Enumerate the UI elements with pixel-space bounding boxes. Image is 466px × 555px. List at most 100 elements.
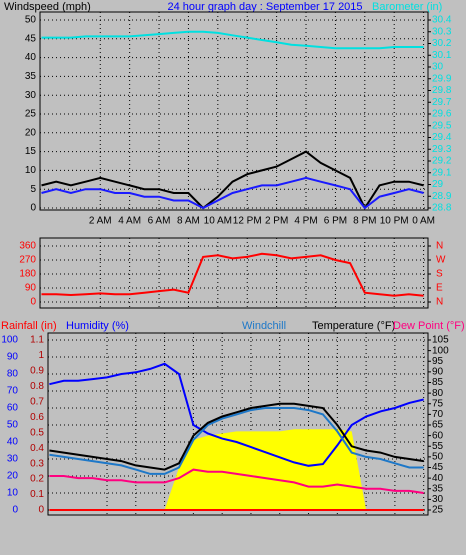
y-tick-label: 40 xyxy=(25,52,37,63)
y-tick-label: 10 xyxy=(25,165,37,176)
y2-tick-label: 29.7 xyxy=(432,97,452,108)
y-tick-label: 90 xyxy=(25,283,37,294)
y-tick-label: 0 xyxy=(30,203,36,214)
y-tick-label: 5 xyxy=(30,184,36,195)
y-tick-label: 30 xyxy=(25,90,37,101)
y2-tick-label: 29.4 xyxy=(432,132,452,143)
y2-tick-label: 50 xyxy=(432,452,444,463)
y-tick-label: 0 xyxy=(30,297,36,308)
line xyxy=(41,176,424,210)
y-tick-label: 60 xyxy=(7,403,19,414)
y2-tick-label: 95 xyxy=(432,356,444,367)
y3-tick-label: 0 xyxy=(38,505,44,516)
y-tick-label: 270 xyxy=(19,255,36,266)
y2-tick-label: 25 xyxy=(432,505,444,516)
line xyxy=(41,150,424,211)
y2-tick-label: 28.8 xyxy=(432,203,452,214)
y2-tick-label: E xyxy=(436,283,443,294)
y2-tick-label: 29.2 xyxy=(432,156,452,167)
y-tick-label: 20 xyxy=(25,127,37,138)
y-tick-label: 90 xyxy=(7,352,19,363)
y-tick-label: 360 xyxy=(19,241,36,252)
windchill-label: Windchill xyxy=(242,320,286,332)
graph-title: 24 hour graph day : September 17 2015 xyxy=(167,1,362,13)
y2-tick-label: 70 xyxy=(432,409,444,420)
y2-tick-label: 90 xyxy=(432,367,444,378)
y2-tick-label: 75 xyxy=(432,398,444,409)
x-tick-label: 0 AM xyxy=(412,216,435,227)
y2-tick-label: S xyxy=(436,269,443,280)
line xyxy=(41,252,424,297)
y2-tick-label: 100 xyxy=(432,345,449,356)
x-tick-label: 12 PM xyxy=(233,216,262,227)
y2-tick-label: 29.5 xyxy=(432,120,452,131)
y3-tick-label: 0.5 xyxy=(30,427,44,438)
y2-tick-label: 29.3 xyxy=(432,144,452,155)
x-tick-label: 6 PM xyxy=(324,216,347,227)
y3-tick-label: 0.7 xyxy=(30,396,44,407)
x-tick-label: 2 AM xyxy=(89,216,112,227)
x-tick-label: 10 AM xyxy=(204,216,232,227)
y-tick-label: 20 xyxy=(7,471,19,482)
y2-tick-label: W xyxy=(436,255,446,266)
y-tick-label: 50 xyxy=(7,420,19,431)
y2-tick-label: 65 xyxy=(432,420,444,431)
rainfall-label: Rainfall (in) xyxy=(1,320,57,332)
y-tick-label: 25 xyxy=(25,109,37,120)
x-tick-label: 4 PM xyxy=(294,216,317,227)
temperature-label: Temperature (°F) xyxy=(312,320,395,332)
x-tick-label: 4 AM xyxy=(118,216,141,227)
y2-tick-label: 55 xyxy=(432,441,444,452)
x-tick-label: 10 PM xyxy=(380,216,409,227)
y2-tick-label: 85 xyxy=(432,377,444,388)
y-tick-label: 15 xyxy=(25,146,37,157)
dewpoint-label: Dew Point (°F) xyxy=(393,320,465,332)
y-tick-label: 30 xyxy=(7,454,19,465)
y-tick-label: 80 xyxy=(7,369,19,380)
y-tick-label: 100 xyxy=(1,335,18,346)
x-tick-label: 8 PM xyxy=(353,216,376,227)
line xyxy=(49,407,424,475)
y-tick-label: 40 xyxy=(7,437,19,448)
y2-tick-label: 30.4 xyxy=(432,15,452,26)
humidity-label: Humidity (%) xyxy=(66,320,129,332)
line xyxy=(49,362,424,467)
y-tick-label: 45 xyxy=(25,33,37,44)
y2-tick-label: 28.9 xyxy=(432,191,452,202)
y2-tick-label: 29.6 xyxy=(432,109,452,120)
y-tick-label: 0 xyxy=(12,505,18,516)
y-tick-label: 180 xyxy=(19,269,36,280)
y2-tick-label: 29.8 xyxy=(432,85,452,96)
y3-tick-label: 0.4 xyxy=(30,443,44,454)
y2-tick-label: 30.3 xyxy=(432,26,452,37)
barometer-label: Barometer (in) xyxy=(372,1,442,13)
y3-tick-label: 0.2 xyxy=(30,474,44,485)
y2-tick-label: 29.9 xyxy=(432,73,452,84)
x-tick-label: 8 AM xyxy=(177,216,200,227)
y2-tick-label: 35 xyxy=(432,483,444,494)
y2-tick-label: 45 xyxy=(432,462,444,473)
y3-tick-label: 1.1 xyxy=(30,335,44,346)
y2-tick-label: 105 xyxy=(432,335,449,346)
y-tick-label: 35 xyxy=(25,71,37,82)
y2-tick-label: 30.1 xyxy=(432,50,452,61)
line xyxy=(41,30,424,50)
plot-area xyxy=(39,237,429,309)
y2-tick-label: 30 xyxy=(432,62,444,73)
y3-tick-label: 0.8 xyxy=(30,381,44,392)
y2-tick-label: 80 xyxy=(432,388,444,399)
y2-tick-label: 30.2 xyxy=(432,38,452,49)
line xyxy=(49,402,424,471)
y3-tick-label: 0.3 xyxy=(30,458,44,469)
y-tick-label: 10 xyxy=(7,488,19,499)
line xyxy=(49,468,424,494)
y-tick-label: 70 xyxy=(7,386,19,397)
y3-tick-label: 0.9 xyxy=(30,366,44,377)
x-tick-label: 2 PM xyxy=(265,216,288,227)
y3-tick-label: 1 xyxy=(38,350,44,361)
area xyxy=(49,429,424,510)
y-tick-label: 50 xyxy=(25,15,37,26)
y2-tick-label: N xyxy=(436,297,443,308)
y2-tick-label: 60 xyxy=(432,430,444,441)
